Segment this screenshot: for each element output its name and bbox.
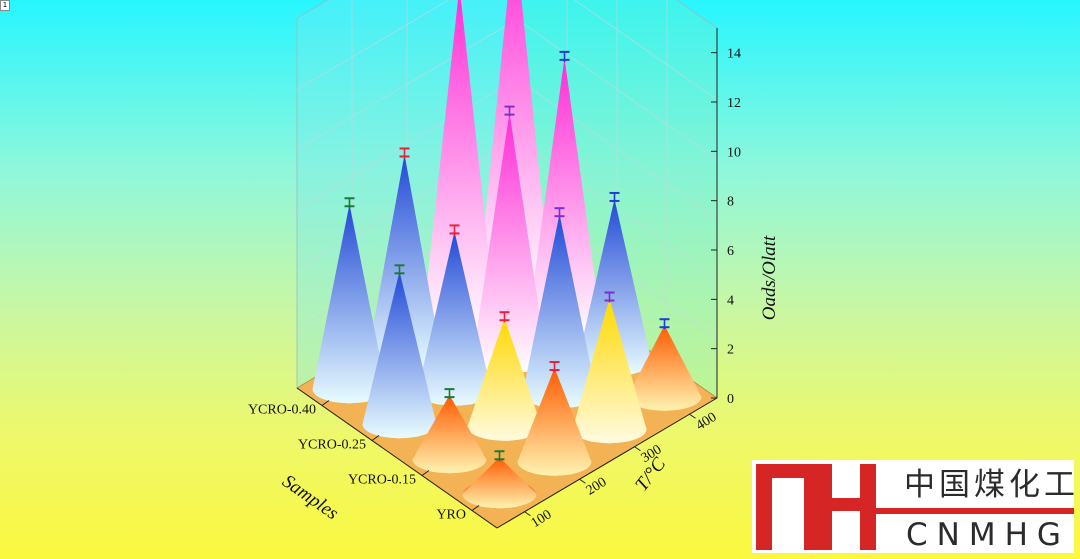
cone-body [522,214,597,409]
cone-body [527,57,602,341]
page-badge: 1 [0,0,10,11]
x-axis-title: Samples [278,471,342,525]
z-tick-label: 10 [727,145,741,160]
cone [362,264,437,439]
z-tick-label: 6 [727,244,734,259]
cnmhg-logo: 中国煤化工 CNMHG [752,460,1074,553]
cone-body [467,318,542,441]
y-tick [634,446,641,452]
y-tick-label: 200 [584,475,610,499]
cone [412,388,487,474]
cone [572,291,647,444]
cone-body [627,325,702,411]
x-tick-label: YCRO-0.40 [248,403,316,418]
chart-cones [312,0,702,509]
cone-body [462,457,537,509]
z-tick-label: 8 [727,195,734,210]
cone-body [367,154,442,371]
x-tick-label: YRO [436,508,466,523]
cone-body [472,112,547,374]
y-axis-title: T/°C [631,454,670,496]
cone-body [412,395,487,474]
x-axis-line [296,387,498,529]
cone-body [572,298,647,444]
z-tick-label: 2 [727,343,734,358]
mh-logo-mark [756,464,1074,550]
cone-body [312,204,387,404]
z-tick-label: 0 [727,392,734,407]
cone [462,450,537,509]
x-tick-label: YCRO-0.25 [298,438,366,453]
cone [312,197,387,404]
z-tick-label: 14 [727,47,741,62]
cone [467,311,542,441]
x-tick-label: YCRO-0.15 [348,473,416,488]
y-tick [524,511,531,517]
cone [417,224,492,406]
logo-chinese-text: 中国煤化工 [904,467,1074,503]
y-tick [579,478,586,484]
cone-body [577,198,652,376]
y-tick [689,413,696,419]
y-tick-label: 100 [529,507,555,531]
cone [517,361,592,476]
cone-body [417,231,492,406]
x-tick [471,505,480,511]
cone-body [517,368,592,476]
cone-body [362,271,437,439]
x-tick [321,400,330,406]
x-tick [421,470,430,476]
cone-body [422,0,497,339]
cone [627,318,702,411]
x-tick [371,435,380,441]
z-tick-label: 4 [727,293,734,308]
logo-english-text: CNMHG [906,517,1070,553]
z-axis-title: Oads/Olatt [759,235,780,320]
y-tick-label: 400 [694,410,720,434]
z-tick-label: 12 [727,96,741,111]
y-axis-line [496,397,718,529]
